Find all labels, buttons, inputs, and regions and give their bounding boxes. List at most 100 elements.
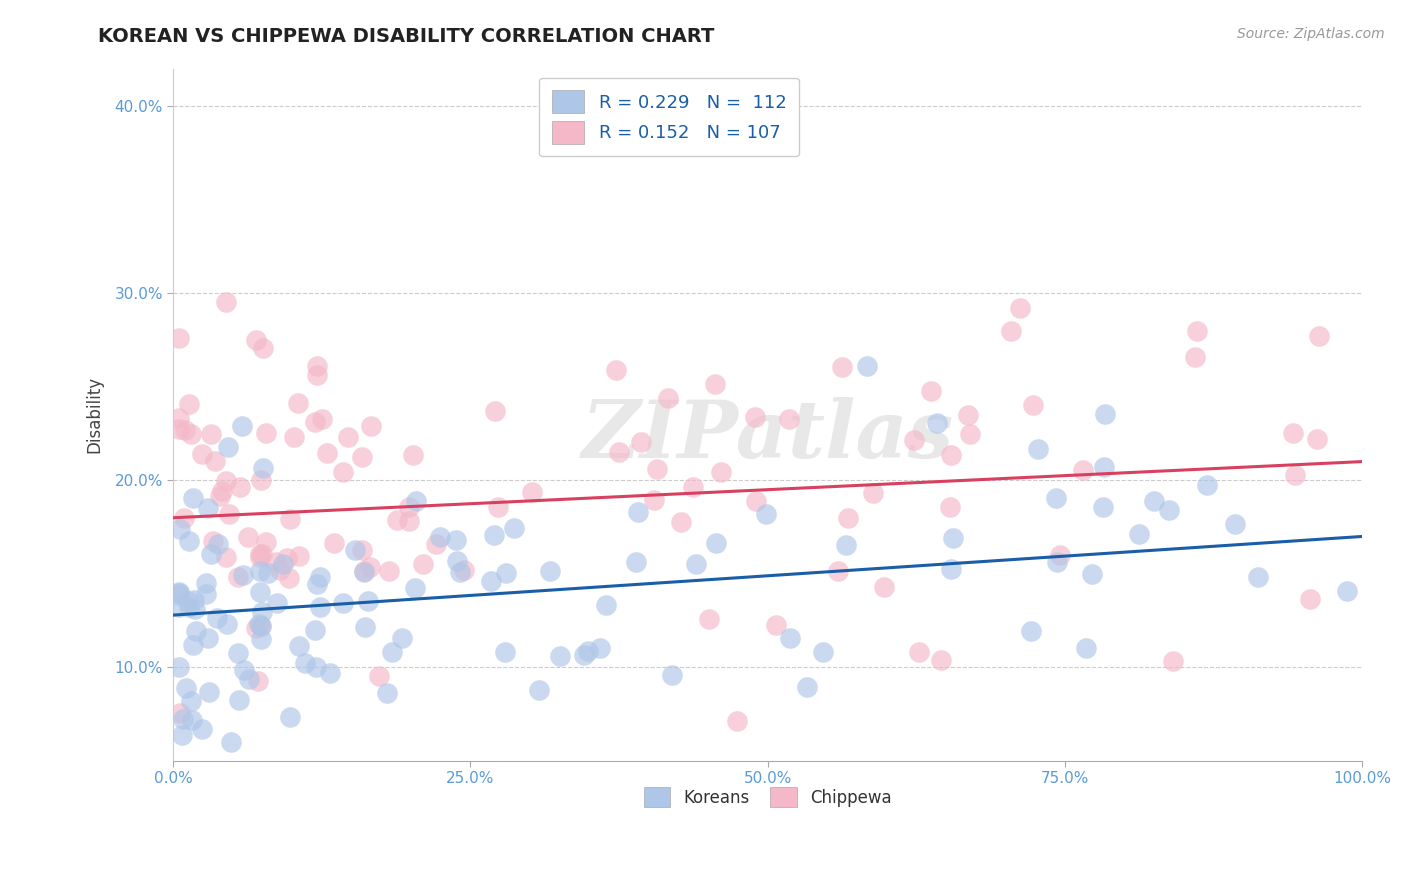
Point <box>231 419 253 434</box>
Point <box>169 585 191 599</box>
Point <box>181 638 204 652</box>
Point <box>332 597 354 611</box>
Point <box>381 644 404 658</box>
Point <box>538 565 561 579</box>
Point <box>350 450 373 464</box>
Point <box>908 645 931 659</box>
Point <box>412 558 434 572</box>
Point <box>169 522 191 536</box>
Point <box>172 728 194 742</box>
Point <box>214 295 236 310</box>
Point <box>202 534 225 549</box>
Point <box>200 427 222 442</box>
Point <box>184 624 207 639</box>
Point <box>276 550 298 565</box>
Point <box>174 423 197 437</box>
Point <box>360 419 382 434</box>
Point <box>862 485 884 500</box>
Point <box>181 713 204 727</box>
Point <box>495 566 517 581</box>
Point <box>308 600 330 615</box>
Y-axis label: Disability: Disability <box>86 376 103 453</box>
Point <box>429 529 451 543</box>
Point <box>486 500 509 514</box>
Point <box>482 527 505 541</box>
Point <box>271 557 294 571</box>
Point <box>294 656 316 670</box>
Point <box>198 685 221 699</box>
Point <box>250 618 273 632</box>
Point <box>1049 548 1071 562</box>
Point <box>1081 567 1104 582</box>
Point <box>228 480 250 494</box>
Point <box>1223 517 1246 532</box>
Point <box>179 397 201 411</box>
Point <box>925 416 948 430</box>
Point <box>174 681 197 696</box>
Point <box>179 599 201 614</box>
Point <box>191 723 214 737</box>
Point <box>1000 324 1022 338</box>
Point <box>645 462 668 476</box>
Point <box>444 533 467 547</box>
Point <box>200 547 222 561</box>
Point <box>725 714 748 728</box>
Point <box>630 435 652 450</box>
Point <box>249 547 271 561</box>
Point <box>264 555 287 569</box>
Point <box>779 632 801 646</box>
Point <box>287 396 309 410</box>
Point <box>682 480 704 494</box>
Point <box>572 648 595 662</box>
Point <box>626 505 648 519</box>
Point <box>169 422 191 436</box>
Point <box>254 426 277 441</box>
Point <box>179 534 201 549</box>
Point <box>479 574 502 588</box>
Point <box>247 616 270 631</box>
Point <box>404 581 426 595</box>
Point <box>811 645 834 659</box>
Point <box>1026 442 1049 456</box>
Point <box>405 494 427 508</box>
Point <box>169 585 191 599</box>
Point <box>941 562 963 576</box>
Point <box>352 543 374 558</box>
Point <box>332 465 354 479</box>
Point <box>837 511 859 525</box>
Point <box>643 493 665 508</box>
Point <box>238 672 260 686</box>
Point <box>183 602 205 616</box>
Point <box>938 500 960 515</box>
Point <box>195 575 218 590</box>
Point <box>1157 503 1180 517</box>
Point <box>398 500 420 514</box>
Point <box>287 640 309 654</box>
Point <box>1092 459 1115 474</box>
Point <box>249 585 271 599</box>
Point <box>398 515 420 529</box>
Point <box>226 570 249 584</box>
Point <box>503 521 526 535</box>
Point <box>311 412 333 426</box>
Point <box>278 571 301 585</box>
Point <box>520 485 543 500</box>
Point <box>205 611 228 625</box>
Point <box>449 565 471 579</box>
Point <box>191 447 214 461</box>
Point <box>1010 301 1032 315</box>
Point <box>704 377 727 392</box>
Point <box>710 466 733 480</box>
Point <box>266 596 288 610</box>
Point <box>169 588 191 602</box>
Point <box>1197 478 1219 492</box>
Point <box>169 600 191 615</box>
Point <box>307 359 329 373</box>
Point <box>197 632 219 646</box>
Point <box>755 507 778 521</box>
Point <box>855 359 877 373</box>
Point <box>765 618 787 632</box>
Point <box>1184 350 1206 364</box>
Point <box>903 433 925 447</box>
Point <box>169 331 191 345</box>
